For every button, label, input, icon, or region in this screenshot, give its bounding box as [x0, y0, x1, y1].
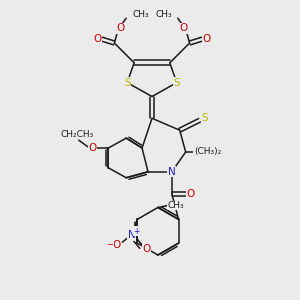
Text: N: N — [168, 167, 176, 177]
Text: N: N — [128, 230, 135, 240]
Text: −: − — [106, 241, 113, 250]
Text: CH₂CH₃: CH₂CH₃ — [60, 130, 93, 139]
Text: CH₃: CH₃ — [155, 10, 172, 19]
Text: +: + — [133, 227, 140, 236]
Text: O: O — [88, 143, 97, 153]
Text: O: O — [202, 34, 211, 44]
Text: S: S — [173, 78, 180, 88]
Text: O: O — [142, 244, 150, 254]
Text: (CH₃)₂: (CH₃)₂ — [194, 148, 221, 157]
Text: O: O — [112, 240, 121, 250]
Text: O: O — [187, 189, 195, 199]
Text: O: O — [93, 34, 102, 44]
Text: O: O — [116, 23, 124, 33]
Text: CH₃: CH₃ — [132, 10, 149, 19]
Text: CH₃: CH₃ — [167, 201, 184, 210]
Text: S: S — [201, 113, 208, 123]
Text: S: S — [124, 78, 130, 88]
Text: O: O — [180, 23, 188, 33]
